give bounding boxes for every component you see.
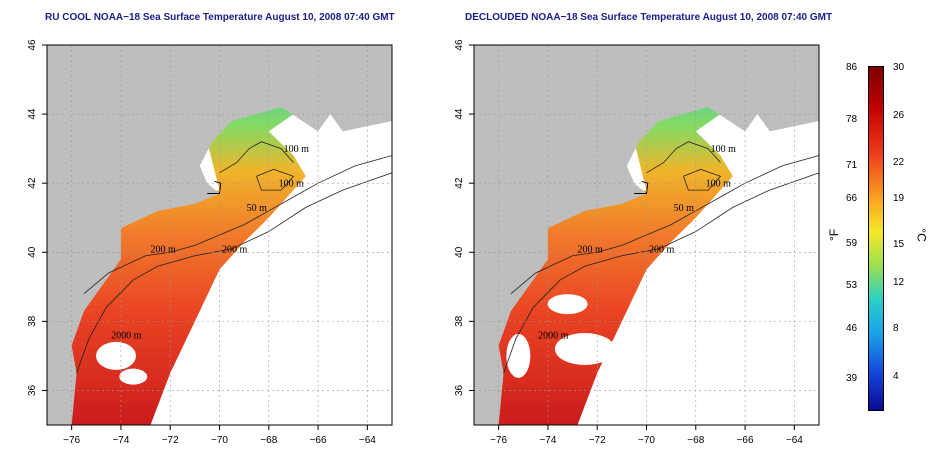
- contour-label: 200 m: [578, 244, 604, 255]
- fahrenheit-tick-label: 46: [846, 323, 858, 334]
- y-tick-label: 40: [27, 246, 38, 258]
- x-tick-label: −74: [539, 435, 556, 446]
- x-tick-label: −72: [589, 435, 606, 446]
- fahrenheit-tick-label: 53: [846, 280, 858, 291]
- land-mass: [47, 45, 392, 425]
- right-panel-title: DECLOUDED NOAA−18 Sea Surface Temperatur…: [465, 12, 833, 23]
- y-tick-label: 44: [454, 108, 465, 120]
- y-tick-label: 42: [27, 177, 38, 189]
- cloud-mask: [603, 352, 640, 373]
- sst-field: [474, 51, 783, 426]
- contour-label: 200 m: [151, 244, 177, 255]
- cape-cod-outline: [207, 180, 222, 195]
- cloud-mask: [506, 333, 531, 378]
- contour-label: 100 m: [279, 179, 305, 190]
- cape-cod-outline: [634, 180, 649, 195]
- fahrenheit-tick-label: 59: [846, 238, 858, 249]
- y-tick-label: 36: [454, 384, 465, 396]
- x-tick-label: −76: [490, 435, 507, 446]
- x-tick-label: −72: [162, 435, 179, 446]
- depth-contour: [83, 155, 393, 295]
- cloud-mask: [96, 341, 136, 370]
- y-tick-label: 46: [27, 39, 38, 51]
- cloud-mask: [547, 294, 588, 315]
- cloud-mask: [119, 368, 148, 385]
- celsius-tick-label: 22: [893, 157, 905, 168]
- y-tick-label: 38: [27, 315, 38, 327]
- left-map-plot: 100 m 100 m 50 m 200 m 200 m 2000 m −76 −74 −72 −…: [27, 39, 393, 446]
- depth-contour: [219, 141, 294, 174]
- contour-label: 2000 m: [111, 331, 142, 342]
- y-tick-label: 40: [454, 246, 465, 258]
- cloud-mask: [635, 320, 668, 337]
- fahrenheit-tick-label: 86: [846, 62, 858, 73]
- x-tick-label: −64: [786, 435, 803, 446]
- celsius-unit-label: °C: [914, 228, 929, 242]
- celsius-tick-label: 8: [893, 323, 899, 334]
- fahrenheit-unit-label: °F: [827, 228, 842, 242]
- x-tick-label: −70: [638, 435, 655, 446]
- x-tick-label: −68: [687, 435, 704, 446]
- x-tick-label: −74: [112, 435, 129, 446]
- x-tick-label: −70: [211, 435, 228, 446]
- celsius-tick-label: 12: [893, 277, 905, 288]
- left-panel-title: RU COOL NOAA−18 Sea Surface Temperature …: [45, 12, 395, 23]
- contour-label: 200 m: [649, 244, 675, 255]
- x-tick-label: −66: [737, 435, 754, 446]
- y-tick-label: 36: [27, 384, 38, 396]
- contour-label: 50 m: [247, 203, 268, 214]
- contour-label: 2000 m: [538, 331, 569, 342]
- x-tick-label: −68: [260, 435, 277, 446]
- right-map-plot: 100 m 100 m 50 m 200 m 200 m 2000 m −76 −74 −72 −…: [454, 39, 820, 446]
- celsius-tick-label: 4: [893, 371, 899, 382]
- contour-label: 100 m: [284, 144, 310, 155]
- cloud-mask: [554, 333, 615, 365]
- fahrenheit-tick-label: 66: [846, 193, 858, 204]
- contour-label: 100 m: [706, 179, 732, 190]
- contour-label: 200 m: [222, 244, 248, 255]
- x-tick-label: −76: [63, 435, 80, 446]
- x-tick-label: −64: [359, 435, 376, 446]
- depth-contour: [646, 141, 721, 174]
- y-tick-label: 38: [454, 315, 465, 327]
- y-tick-label: 44: [27, 108, 38, 120]
- y-tick-label: 46: [454, 39, 465, 51]
- temperature-colorbar: [868, 66, 884, 411]
- celsius-tick-label: 26: [893, 110, 905, 121]
- y-tick-label: 42: [454, 177, 465, 189]
- land-mass: [474, 45, 819, 425]
- fahrenheit-tick-label: 71: [846, 160, 858, 171]
- x-tick-label: −66: [310, 435, 327, 446]
- celsius-tick-label: 19: [893, 193, 905, 204]
- celsius-tick-label: 15: [893, 239, 905, 250]
- sst-field: [47, 51, 356, 426]
- fahrenheit-tick-label: 39: [846, 373, 858, 384]
- depth-contour: [510, 155, 820, 295]
- contour-label: 50 m: [674, 203, 695, 214]
- contour-label: 100 m: [711, 144, 737, 155]
- fahrenheit-tick-label: 78: [846, 114, 858, 125]
- celsius-tick-label: 30: [893, 62, 905, 73]
